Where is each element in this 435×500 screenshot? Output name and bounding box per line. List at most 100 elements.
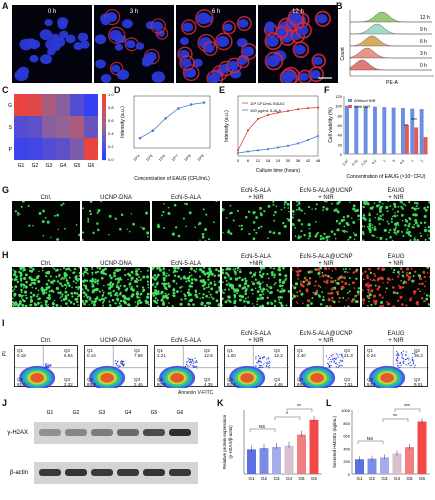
cell-dot [401, 219, 404, 222]
cell-dot [423, 300, 425, 302]
cell-dot [244, 305, 246, 307]
cell-dot [336, 281, 340, 286]
cell-dot [13, 288, 16, 290]
cell-nucleus [242, 46, 255, 57]
cell-dot [236, 269, 239, 272]
cell-dot [252, 221, 256, 224]
cell-dot [130, 276, 134, 280]
cell-dot [162, 279, 166, 282]
cell-dot [297, 235, 300, 237]
cell-dot [294, 235, 297, 238]
cell-dot [18, 300, 22, 304]
cell-dot [421, 282, 424, 286]
cell-nucleus [45, 38, 59, 50]
quadrant-q1: Q1 0.24 [367, 348, 376, 358]
cell-dot [415, 201, 419, 205]
cell-dot [244, 281, 248, 286]
cell-dot [225, 216, 228, 219]
micrograph-2 [152, 267, 220, 307]
cell-dot [296, 204, 299, 207]
cell-dot [262, 287, 266, 291]
bar-with-nir [404, 125, 409, 154]
quadrant-q1: Q1 1.00 [227, 348, 236, 358]
cell-dot [245, 288, 248, 291]
cell-dot [199, 279, 203, 283]
cell-dot [332, 300, 336, 304]
cell-dot [250, 280, 253, 283]
cell-dot [394, 211, 396, 214]
cell-dot [222, 271, 225, 275]
cell-dot [161, 214, 164, 217]
cell-dot [413, 226, 416, 229]
cell-dot [259, 206, 262, 210]
cell-dot [14, 304, 17, 307]
cell-dot [166, 272, 168, 275]
panel-label-k: K [217, 398, 224, 408]
micrograph-4 [292, 267, 360, 307]
bar [297, 434, 306, 474]
data-point [316, 134, 320, 138]
cell-dot [269, 286, 273, 290]
y-tick: 400 [343, 446, 350, 451]
cell-dot [55, 286, 59, 291]
cell-nucleus [281, 72, 295, 83]
x-tick: G4 [394, 476, 401, 481]
cell-dot [333, 232, 336, 236]
cell-dot [40, 286, 44, 290]
cell-dot [346, 271, 349, 274]
cell-dot [280, 208, 283, 211]
cell-dot [116, 294, 119, 297]
significance-marker: ** [297, 404, 301, 410]
cell-dot [180, 290, 182, 293]
cell-dot [353, 238, 356, 241]
cell-dot [233, 305, 237, 307]
cell-dot [25, 296, 28, 300]
cell-dot [238, 224, 241, 227]
micrograph-2 [152, 201, 220, 241]
cell-dot [278, 278, 282, 282]
confocal-image-1: 3 h [94, 5, 174, 83]
cell-dot [272, 267, 276, 270]
cell-dot [87, 217, 90, 220]
cell-dot [423, 221, 427, 224]
cell-dot [244, 279, 248, 283]
cell-dot [222, 289, 224, 292]
cell-dot [227, 288, 230, 291]
cell-dot [343, 231, 346, 233]
cell-dot [331, 296, 334, 300]
cell-dot [277, 267, 281, 269]
cell-dot [52, 279, 56, 283]
cell-dot [208, 238, 211, 241]
panel-b-xlabel: PE-A [386, 80, 398, 86]
cell-dot [271, 271, 274, 273]
density-contour [240, 373, 254, 383]
cell-dot [373, 202, 376, 205]
cell-dot [173, 288, 176, 291]
cell-dot [18, 213, 21, 215]
cell-dot [269, 267, 272, 269]
cell-dot [188, 211, 192, 215]
cell-dot [145, 211, 149, 215]
cell-dot [392, 305, 396, 307]
heatmap-col-label: G6 [88, 163, 95, 169]
cell-dot [422, 270, 426, 274]
cell-nucleus [236, 38, 248, 48]
cell-dot [405, 231, 409, 235]
cell-dot [28, 269, 31, 272]
x-tick: 0.20 [360, 159, 368, 167]
cell-dot [76, 300, 79, 304]
cell-dot [239, 268, 241, 271]
cell-dot [117, 288, 120, 291]
data-point [236, 149, 240, 152]
cell-dot [164, 286, 168, 290]
cell-dot [210, 296, 213, 298]
cell-dot [369, 217, 371, 220]
cell-dot [389, 204, 392, 207]
bar [392, 453, 402, 474]
cell-dot [73, 267, 77, 271]
cell-dot [255, 216, 259, 219]
cell-dot [292, 222, 295, 226]
x-tick: 0.5 [399, 159, 405, 165]
cell-dot [278, 273, 282, 277]
cell-dot [191, 283, 193, 285]
